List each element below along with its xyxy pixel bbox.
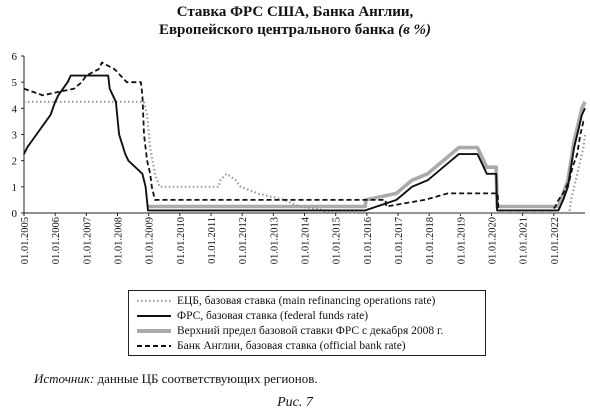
- chart-title-unit: (в %): [398, 22, 432, 38]
- y-tick-label: 6: [12, 51, 18, 63]
- legend-item-fed-upper: Верхний предел базовой ставки ФРС с дека…: [137, 324, 443, 338]
- x-tick-label: 01.01.2015: [332, 217, 343, 264]
- source-label: Источник:: [34, 371, 95, 386]
- series-fed-upper-line: [148, 101, 587, 209]
- y-tick-label: 4: [12, 103, 18, 115]
- x-tick-label: 01.01.2005: [20, 217, 31, 264]
- source-text: данные ЦБ соответствующих регионов.: [97, 371, 318, 386]
- x-tick-label: 01.01.2007: [82, 217, 93, 264]
- x-tick-label: 01.01.2013: [269, 217, 280, 264]
- series-fed-line: [23, 74, 586, 212]
- x-tick-label: 01.01.2014: [301, 216, 312, 264]
- x-tick-label: 01.01.2009: [145, 217, 156, 264]
- y-tick-label: 3: [12, 130, 18, 142]
- x-tick-label: 01.01.2021: [519, 217, 530, 264]
- x-tick-label: 01.01.2022: [550, 217, 561, 264]
- x-tick-label: 01.01.2008: [114, 217, 125, 264]
- legend-swatch-boe: [137, 345, 171, 347]
- legend-item-fed: ФРС, базовая ставка (federal funds rate): [137, 309, 368, 323]
- chart-title-line2: Европейского центрального банка (в %): [0, 22, 590, 39]
- x-tick-label: 01.01.2016: [363, 217, 374, 264]
- legend-label-fed-upper: Верхний предел базовой ставки ФРС с дека…: [177, 325, 444, 337]
- axes: 0 1 2 3 4 5 6: [12, 51, 585, 220]
- legend-item-boe: Банк Англии, базовая ставка (official ba…: [137, 339, 406, 353]
- chart-title-main: Европейского центрального банка: [158, 22, 395, 38]
- legend-swatch-fed: [137, 315, 171, 317]
- series-ecb-line: [24, 100, 587, 215]
- x-tick-label: 01.01.2020: [488, 217, 499, 264]
- x-tick-label: 01.01.2006: [51, 217, 62, 264]
- y-tick-label: 2: [12, 156, 18, 168]
- chart-legend: ЕЦБ, базовая ставка (main refinancing op…: [128, 290, 486, 356]
- x-tick-label: 01.01.2017: [394, 217, 405, 264]
- y-tick-label: 5: [12, 77, 18, 89]
- x-tick-label: 01.01.2010: [176, 217, 187, 264]
- legend-label-fed: ФРС, базовая ставка (federal funds rate): [177, 310, 369, 322]
- y-tick-label: 0: [12, 208, 18, 220]
- series-boe-line: [23, 61, 585, 212]
- x-tick-labels: 01.01.2005 01.01.2006 01.01.2007 01.01.2008…: [20, 216, 561, 264]
- legend-swatch-ecb: [137, 299, 171, 303]
- x-tick-label: 01.01.2019: [456, 217, 467, 264]
- source-note: Источник: данные ЦБ соответствующих реги…: [34, 371, 318, 387]
- x-tick-label: 01.01.2018: [425, 217, 436, 264]
- chart-title-line1: Ставка ФРС США, Банка Англии,: [176, 4, 414, 20]
- y-tick-label: 1: [12, 182, 18, 194]
- legend-swatch-fed-upper: [137, 329, 171, 333]
- figure-caption: Рис. 7: [277, 395, 313, 410]
- legend-item-ecb: ЕЦБ, базовая ставка (main refinancing op…: [137, 294, 435, 308]
- series-lines: [23, 61, 587, 215]
- x-tick-label: 01.01.2012: [238, 217, 249, 264]
- legend-label-ecb: ЕЦБ, базовая ставка (main refinancing op…: [177, 295, 436, 307]
- x-tick-label: 01.01.2011: [207, 217, 218, 264]
- legend-label-boe: Банк Англии, базовая ставка (official ba…: [177, 340, 406, 352]
